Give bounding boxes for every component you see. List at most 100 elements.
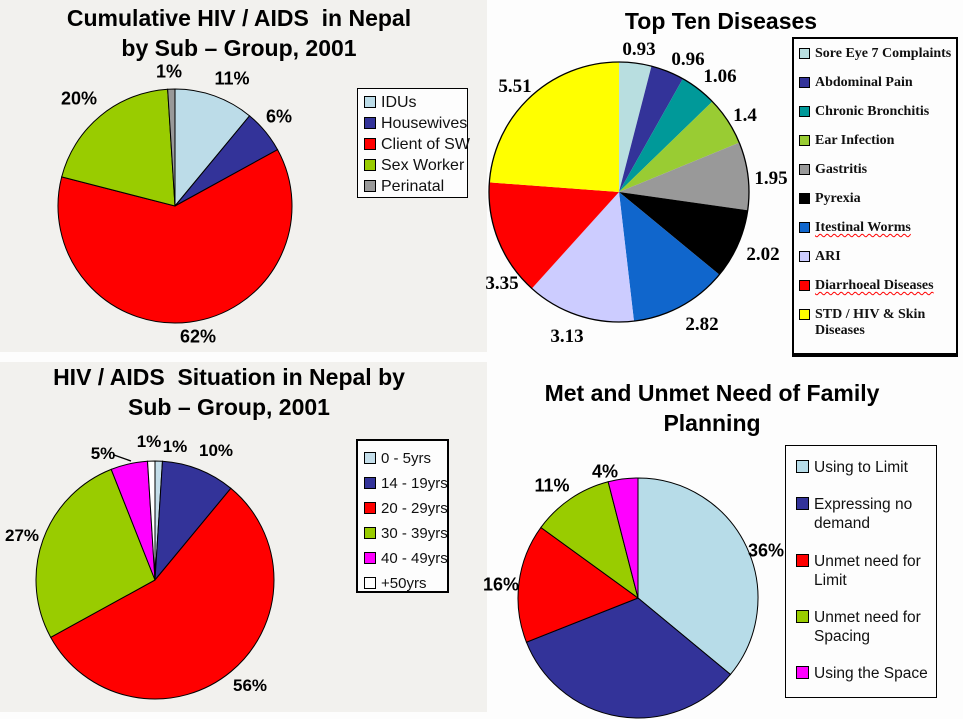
legend-item: 0 - 5yrs [364,450,445,467]
legend-label: Using the Space [814,665,928,682]
legend-item: 20 - 29yrs [364,500,448,517]
legend-item: Chronic Bronchitis [799,104,954,120]
value-label: 2.02 [746,244,780,265]
value-label: 0.93 [622,39,656,60]
legend-swatch [364,159,376,171]
legend-label: Pyrexia [815,191,861,206]
legend-swatch [364,96,376,108]
legend-swatch [364,577,376,589]
legend-item: Using the Space [796,664,934,683]
legend-item: Itestinal Worms [799,220,954,236]
legend-swatch [799,164,810,175]
legend-swatch [799,309,810,320]
value-label: 1.4 [733,105,757,126]
legend-item: +50yrs [364,575,445,592]
pie-slice-ear-infection [619,101,740,192]
value-label: 1.06 [703,66,737,87]
legend-swatch [799,135,810,146]
legend-label: Perinatal [381,178,445,195]
pie-slice-perinatal [167,88,176,207]
legend-item: ARI [799,249,954,265]
pie-slice-idus [174,88,251,208]
legend-item: Gastritis [799,162,954,178]
legend-item: Diarrhoeal Diseases [799,278,954,294]
legend-label: 20 - 29yrs [381,500,448,517]
value-label: 1% [155,61,183,82]
pie-hiv-situation [35,460,275,700]
legend-swatch [796,553,809,567]
value-label: 62% [179,326,217,347]
pie-slice-14-19yrs [154,460,232,582]
value-label: 0.96 [671,49,705,70]
legend-label: Itestinal Worms [815,220,911,235]
legend-swatch [364,117,376,129]
legend-item: Sore Eye 7 Complaints [799,46,954,62]
pie-slice-gastritis [619,142,750,211]
pie-slice-client-of-sw [57,148,293,324]
pie-slice-sore-eye-7-complaints [619,62,652,192]
legend-item: Client of SW [364,136,470,154]
pie-slice-sex-worker [61,88,176,207]
chart-title-family-planning: Met and Unmet Need of Family Planning [544,380,880,436]
legend-swatch [364,477,376,489]
chart-title-hiv-situation: HIV / AIDS Situation in Nepal by Sub – G… [53,364,405,420]
value-label: 1% [136,432,162,451]
legend-swatch [364,180,376,192]
pie-slice-ari [531,192,634,322]
legend-label: 0 - 5yrs [381,450,432,467]
legend-item: Unmet need for Spacing [796,608,934,646]
pie-slice-using-the-space [607,477,639,599]
value-label: 4% [591,461,619,482]
legend-label: Chronic Bronchitis [815,104,930,119]
legend-swatch [796,609,809,623]
legend-label: IDUs [381,94,417,111]
legend-label: Abdominal Pain [815,75,913,90]
legend-swatch [796,460,809,473]
pie-top-ten-diseases [488,61,750,323]
legend-swatch [796,666,809,679]
legend-label: STD / HIV & Skin Diseases [815,307,926,338]
legend-box-top-ten-diseases: Sore Eye 7 Complaints Abdominal Pain Chron… [792,37,958,357]
value-label: 11% [214,68,250,89]
legend-item: 14 - 19yrs [364,475,448,492]
pie-slice-30-39yrs [35,468,156,639]
legend-item: Abdominal Pain [799,75,954,91]
legend-label: Gastritis [815,162,868,177]
value-label: 6% [265,106,293,127]
legend-swatch [799,222,810,233]
value-label: 5% [90,444,116,463]
value-label: 27% [4,526,40,545]
legend-label: Sex Worker [381,157,465,174]
legend-label: 14 - 19yrs [381,475,448,492]
legend-swatch [364,502,376,514]
value-label: 3.13 [550,326,584,347]
legend-label: Unmet need for Limit [814,552,921,589]
legend-item: Sex Worker [364,157,465,175]
pie-slice-unmet-need-for-spacing [540,481,639,600]
legend-label: Diarrhoeal Diseases [815,278,934,293]
legend-item: Expressing no demand [796,495,934,533]
pie-slice-diarrhoeal-diseases [489,182,619,289]
pie-slice-using-to-limit [637,477,759,676]
pie-family-planning [517,477,759,719]
legend-item: Unmet need for Limit [796,552,934,590]
legend-swatch [799,193,810,204]
pie-slice-pyrexia [619,192,748,275]
legend-swatch [796,497,809,511]
legend-label: Expressing no demand [814,496,913,533]
legend-item: 40 - 49yrs [364,550,448,567]
value-label: 16% [482,574,520,595]
legend-item: 30 - 39yrs [364,525,448,542]
value-label: 5.51 [498,76,532,97]
legend-item: Pyrexia [799,191,954,207]
legend-box-hiv-situation: 0 - 5yrs 14 - 19yrs 20 - 29yrs 30 - 39yrs 40… [356,439,449,593]
value-label: 11% [534,475,570,496]
value-label: 1.95 [754,168,788,189]
pie-hiv-cumulative [57,88,293,324]
legend-label: +50yrs [381,575,427,592]
pie-outline [488,61,750,323]
legend-label: Sore Eye 7 Complaints [815,46,952,61]
legend-swatch [364,138,376,150]
value-label: 10% [198,441,234,460]
